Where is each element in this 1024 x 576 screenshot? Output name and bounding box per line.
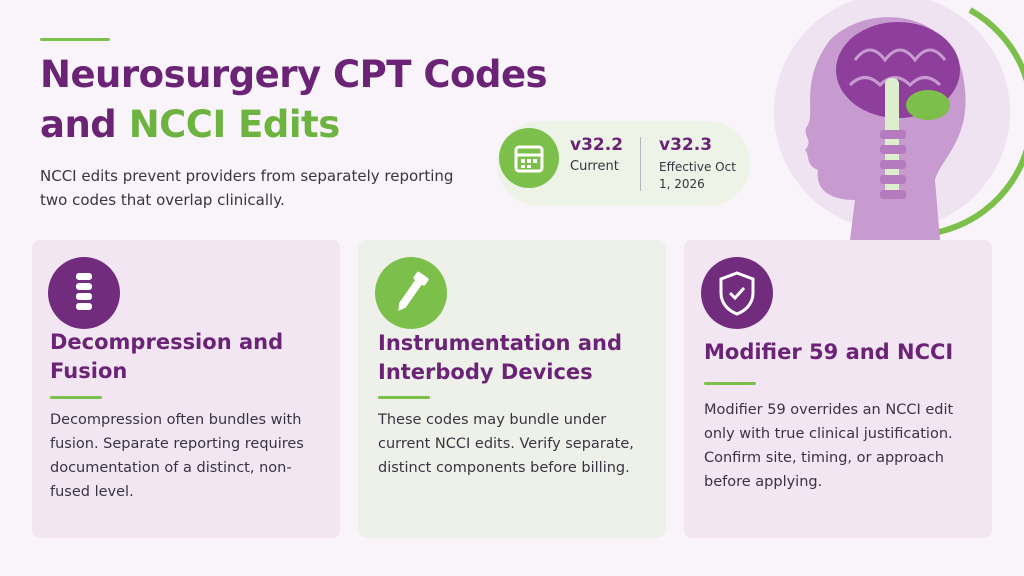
screw-glyph [398,271,429,312]
card-body: Decompression often bundles with fusion.… [50,412,304,500]
title-text: and [40,103,117,146]
card-title: Modifier 59 and NCCI [704,340,954,364]
shield-icon [701,257,773,329]
divider [640,137,641,191]
status: Current [570,159,619,174]
head-illustration [774,0,1024,241]
card-accent [50,396,102,399]
screw-icon [375,257,447,329]
card-accent [704,382,756,385]
card: Instrumentation and Interbody Devices Th… [358,240,666,538]
title-line: Neurosurgery CPT Codes [40,53,548,96]
status: Effective Oct 1, 2026 [659,160,736,191]
card-body: Modifier 59 overrides an NCCI edit only … [704,402,954,490]
version: v32.2 [570,135,624,155]
calendar-glyph [514,145,544,173]
card-title: Decompression and Fusion [50,330,284,383]
version-pill: v32.2 Current v32.3 Effective Oct 1, 202… [497,121,750,206]
card: Modifier 59 and NCCI Modifier 59 overrid… [684,240,992,538]
title-highlight: NCCI Edits [128,103,341,146]
spine-glyph [76,273,92,310]
card: Decompression and Fusion Decompression o… [32,240,340,538]
accent-line [40,38,110,41]
card-body: These codes may bundle under current NCC… [378,412,634,476]
card-title: Instrumentation and Interbody Devices [378,331,622,384]
version-current: v32.2 Current [570,135,623,174]
shield-glyph [719,271,755,316]
spine-icon [48,257,120,329]
calendar-icon [499,128,559,188]
subtitle: NCCI edits prevent providers from separa… [40,167,454,209]
title-line: and NCCI Edits [40,100,547,150]
version-next: v32.3 Effective Oct 1, 2026 [659,135,739,193]
version: v32.3 [659,135,713,155]
title: Neurosurgery CPT Codes and NCCI Edits [40,50,548,150]
card-accent [378,396,430,399]
